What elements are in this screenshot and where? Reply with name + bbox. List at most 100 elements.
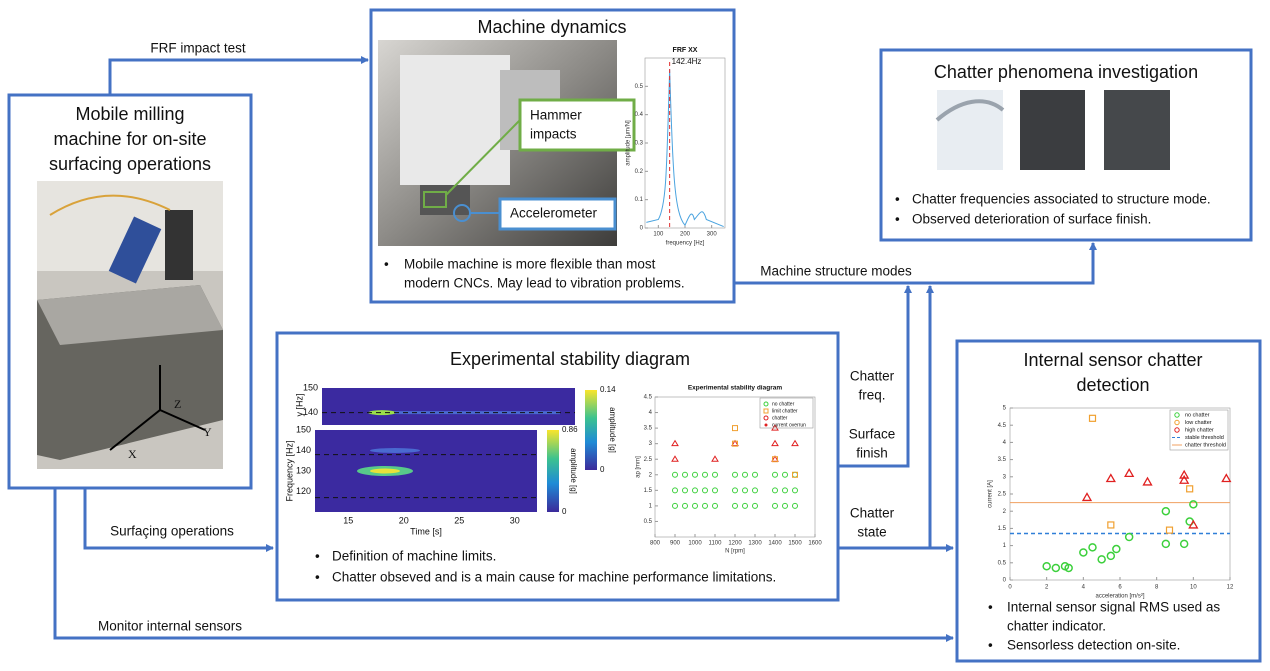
band [368, 410, 396, 416]
legend-label: low chatter [1185, 420, 1212, 426]
box-title: surfacing operations [49, 154, 211, 174]
marker [771, 455, 779, 462]
y-tick-label: 0.2 [635, 169, 644, 175]
x-tick-label: 15 [343, 515, 353, 525]
box-title: Mobile milling [75, 104, 184, 124]
y-tick-label: 2 [1003, 509, 1007, 515]
marker [772, 502, 778, 509]
bullet-text: chatter indicator. [1007, 619, 1106, 634]
marker [702, 471, 708, 478]
box-title: machine for on-site [53, 129, 206, 149]
flow-label: Chatter [850, 369, 895, 384]
flow-label: state [857, 525, 886, 540]
bullet-text: Chatter obseved and is a main cause for … [332, 570, 776, 585]
marker [702, 487, 708, 494]
y-tick-label: 120 [296, 486, 311, 496]
marker [752, 487, 758, 494]
y-tick-label: 5 [1003, 406, 1007, 412]
y-tick-label: 150 [296, 424, 311, 434]
legend-symbol [1174, 427, 1180, 433]
box-title: Internal sensor chatter [1023, 350, 1202, 370]
marker [692, 487, 698, 494]
y-tick-label: 1 [649, 503, 653, 509]
callout [498, 197, 617, 231]
bullet-text: Mobile machine is more flexible than mos… [404, 257, 656, 272]
legend-label: high chatter [1185, 427, 1214, 433]
marker [1189, 500, 1198, 509]
marker [732, 487, 738, 494]
y-tick-label: 4 [649, 410, 653, 416]
spectrogram-small [322, 388, 575, 425]
colorbar-label: amplitude [g] [569, 448, 578, 494]
callout-label: impacts [530, 127, 577, 142]
plot-area [644, 57, 726, 229]
marker [1161, 506, 1171, 516]
y-tick-label: 3.5 [998, 457, 1007, 463]
marker [702, 502, 708, 509]
x-tick-label: 1400 [768, 541, 782, 547]
y-tick-label: 2.5 [644, 457, 653, 463]
marker [672, 471, 678, 478]
x-tick-label: 1300 [748, 541, 762, 547]
milling-box: Mobile milling machine for on-site surfa… [7, 93, 253, 490]
x-tick-label: 1100 [709, 541, 723, 547]
marker [712, 487, 718, 494]
bullet: • [384, 257, 389, 272]
x-tick-label: 1600 [808, 541, 822, 547]
marker [792, 471, 798, 478]
y-tick-label: 4 [1003, 440, 1007, 446]
x-tick-label: 900 [670, 541, 681, 547]
sensor-box: Internal sensor chatter detection 0 2 4 6 8 1… [955, 339, 1262, 663]
colorbar-label: amplitude [g] [608, 407, 617, 453]
arrow [734, 242, 1097, 285]
x-tick-label: 4 [1082, 585, 1086, 591]
marker [1079, 548, 1088, 557]
y-axis-label: current [A] [988, 480, 994, 508]
x-tick-label: 1500 [788, 541, 802, 547]
x-tick-label: 12 [1227, 585, 1234, 591]
colorbar-tick: 0.14 [600, 385, 616, 394]
arrow [53, 488, 954, 642]
marker [1179, 474, 1190, 484]
marker [1142, 476, 1153, 486]
y-tick-label: 1 [1003, 543, 1007, 549]
marker [1124, 468, 1135, 478]
x-axis-label: frequency [Hz] [666, 241, 705, 247]
marker [1088, 543, 1097, 552]
x-axis-label: Time [s] [410, 526, 442, 536]
callout-label: Accelerometer [510, 206, 598, 221]
marker [1179, 539, 1189, 549]
marker [712, 502, 718, 509]
arrow [838, 285, 912, 468]
y-tick-label: 3.5 [644, 426, 653, 432]
marker [752, 502, 758, 509]
band [370, 468, 400, 474]
y-tick-label: 0.4 [635, 112, 644, 118]
spectrogram: 15 20 25 30 120 130 140 150 140 150 Time [s] Freque… [284, 382, 617, 536]
marker [1042, 561, 1051, 571]
y-tick-label: 3 [1003, 474, 1007, 480]
x-axis-label: acceleration [m/s²] [1095, 594, 1144, 600]
legend-symbol [1174, 412, 1180, 418]
flow-label: Machine structure modes [760, 264, 912, 279]
flows: FRF impact test Machine structure modes … [53, 41, 1097, 642]
marker [711, 455, 719, 462]
marker [732, 502, 738, 509]
marker [1165, 526, 1174, 534]
marker [712, 471, 718, 478]
marker [1081, 492, 1093, 502]
marker [1097, 555, 1106, 564]
legend-label: no chatter [772, 401, 795, 407]
marker [782, 471, 788, 478]
y-tick-label: 4.5 [998, 423, 1007, 429]
peak-label: 142.4Hz [672, 57, 702, 66]
x-tick-label: 300 [707, 232, 718, 238]
legend-symbol [764, 423, 768, 427]
x-tick-label: 0 [1008, 585, 1012, 591]
marker [772, 487, 778, 494]
legend-symbol [1174, 419, 1180, 426]
marker [732, 440, 738, 447]
bullet-text: Chatter frequencies associated to struct… [912, 192, 1211, 207]
axis-label: X [128, 447, 137, 461]
y-tick-label: 4.5 [644, 395, 653, 401]
